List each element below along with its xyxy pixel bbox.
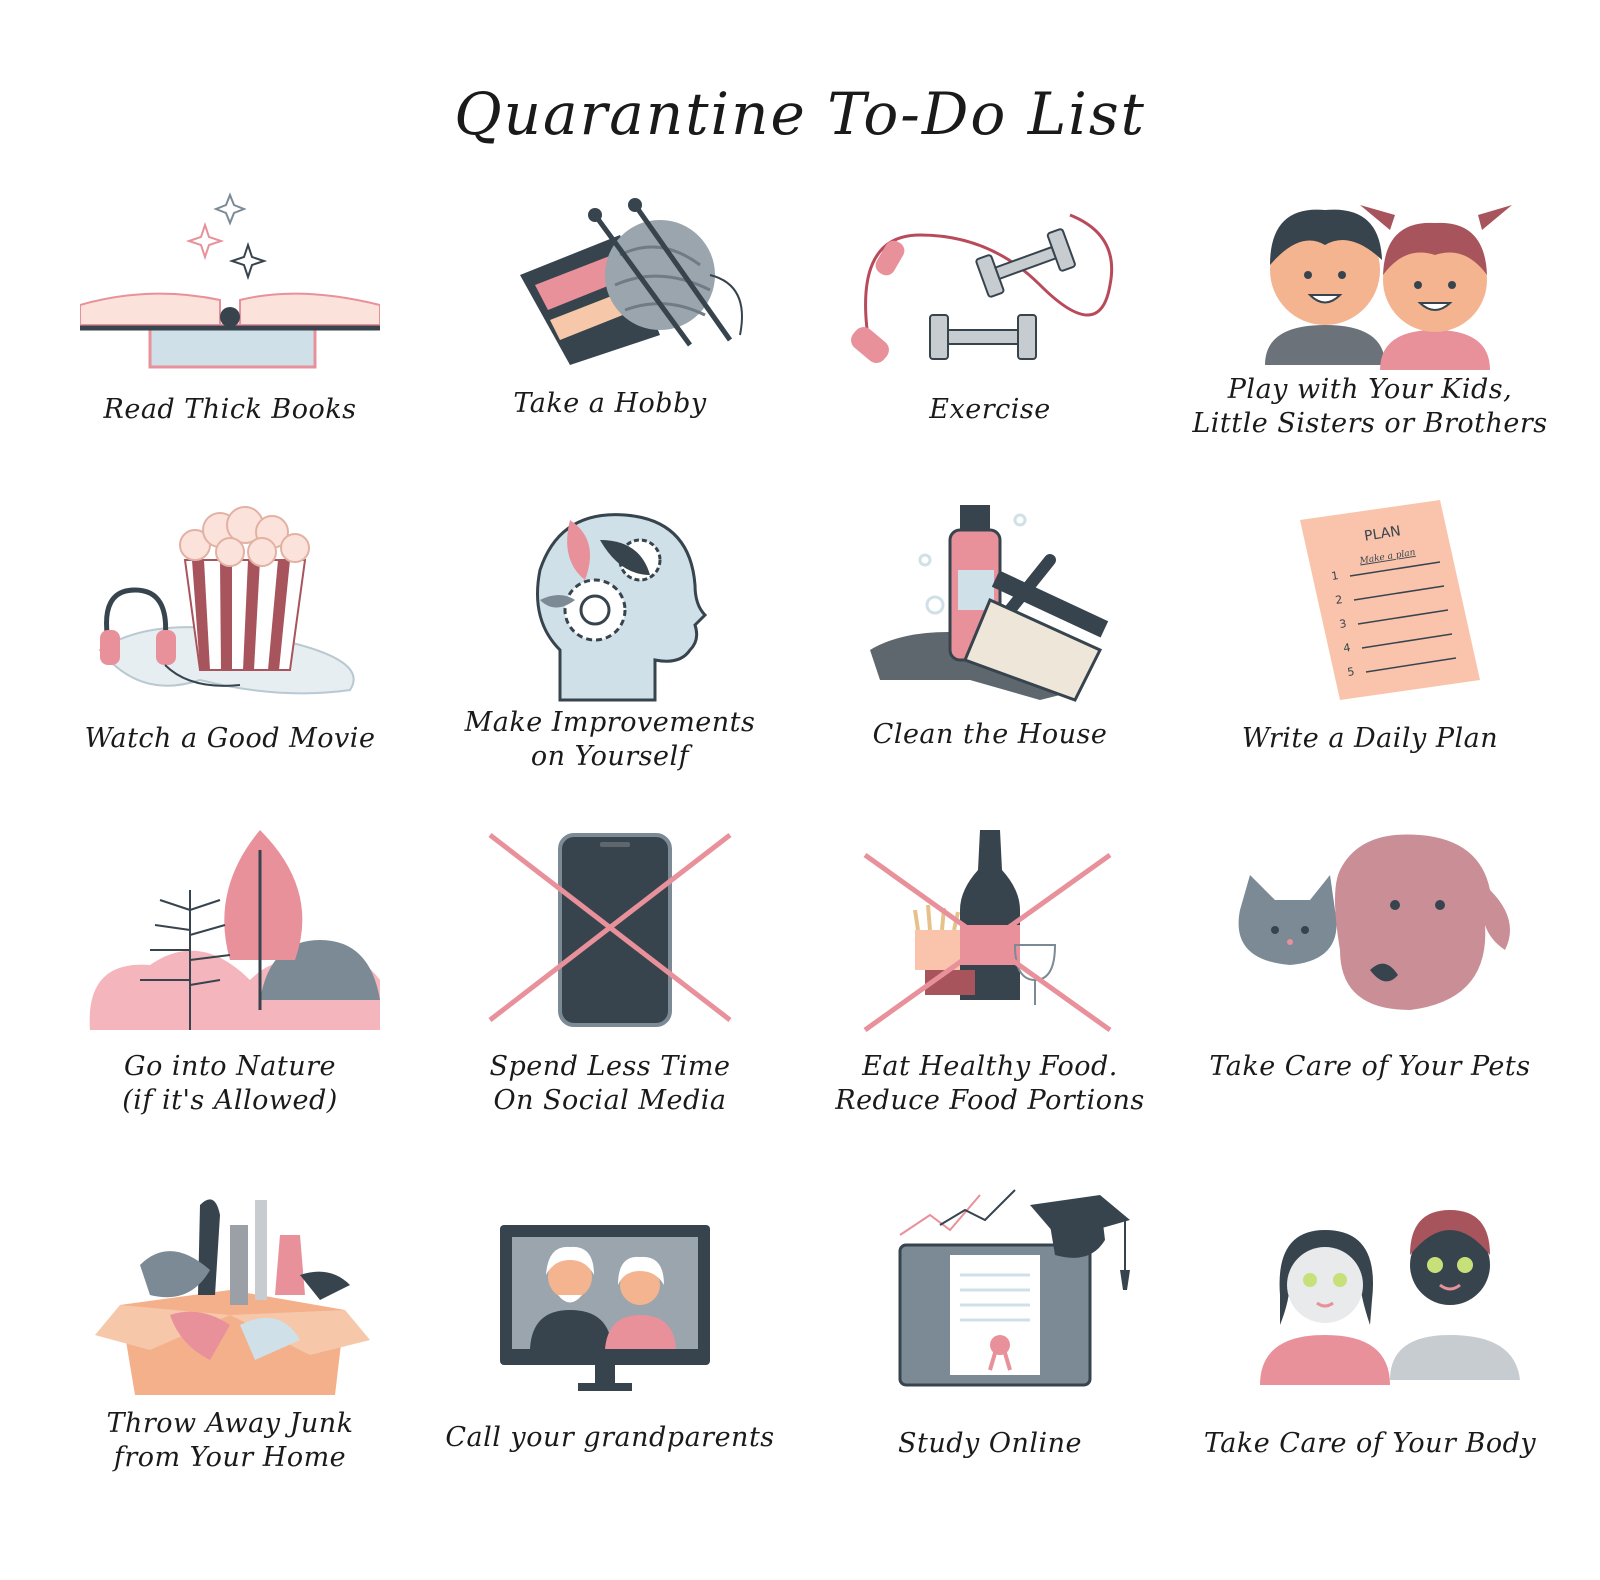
todo-grid: Read Thick Books Take a Hobby [40, 175, 1560, 1505]
todo-item: Clean the House [800, 500, 1180, 832]
todo-label: Read Thick Books [103, 394, 357, 425]
pets-icon [1238, 834, 1510, 1010]
todo-label: Make Improvements on Yourself [464, 707, 756, 772]
todo-label: Go into Nature (if it's Allowed) [122, 1051, 338, 1116]
todo-item: PLAN Make a plan 1 2 3 4 5 Write a Daily… [1180, 500, 1560, 832]
todo-item: Spend Less Time On Social Media [420, 830, 800, 1162]
todo-item: Take a Hobby [420, 175, 800, 507]
todo-item: Exercise [800, 175, 1180, 507]
todo-label: Eat Healthy Food. Reduce Food Portions [835, 1051, 1145, 1116]
todo-label: Study Online [897, 1428, 1083, 1459]
junk-box-icon [95, 1199, 370, 1395]
todo-label: Watch a Good Movie [84, 723, 376, 754]
video-call-icon [500, 1225, 710, 1391]
todo-item: Eat Healthy Food. Reduce Food Portions [800, 830, 1180, 1162]
todo-label: Take Care of Your Body [1203, 1428, 1537, 1459]
todo-label: Call your grandparents [445, 1422, 775, 1453]
popcorn-icon [98, 506, 355, 695]
todo-item: Read Thick Books [40, 175, 420, 507]
todo-item: Make Improvements on Yourself [420, 500, 800, 832]
page-title: Quarantine To-Do List [454, 80, 1146, 148]
todo-label: Clean the House [872, 719, 1108, 750]
plan-number: 1 [1330, 569, 1339, 583]
todo-item: Study Online [800, 1185, 1180, 1517]
todo-label: Throw Away Junk from Your Home [106, 1408, 354, 1473]
todo-item: Go into Nature (if it's Allowed) [40, 830, 420, 1162]
plan-icon: PLAN Make a plan 1 2 3 4 5 [1300, 500, 1480, 700]
todo-item: Watch a Good Movie [40, 500, 420, 832]
todo-label: Write a Daily Plan [1241, 723, 1499, 754]
head-gears-icon [536, 513, 708, 702]
knitting-icon [520, 198, 743, 365]
todo-item: Throw Away Junk from Your Home [40, 1185, 420, 1517]
no-phone-icon [488, 833, 732, 1027]
todo-item: Take Care of Your Pets [1180, 830, 1560, 1162]
face-mask-icon [1260, 1210, 1520, 1385]
book-icon [80, 192, 380, 369]
todo-item: Play with Your Kids, Little Sisters or B… [1180, 175, 1560, 507]
study-online-icon [898, 1189, 1130, 1387]
todo-label: Exercise [929, 394, 1051, 425]
todo-label: Take Care of Your Pets [1209, 1051, 1531, 1082]
plan-number: 2 [1334, 593, 1343, 607]
cleaning-icon [870, 505, 1109, 702]
no-junk-food-icon [863, 830, 1112, 1033]
kids-icon [1265, 205, 1512, 370]
plan-heading: PLAN [1363, 523, 1402, 545]
todo-label: Play with Your Kids, Little Sisters or B… [1192, 374, 1548, 439]
todo-item: Take Care of Your Body [1180, 1185, 1560, 1517]
todo-item: Call your grandparents [420, 1185, 800, 1517]
dumbbell-icon [851, 213, 1114, 363]
nature-icon [89, 830, 380, 1030]
plan-number: 5 [1346, 665, 1355, 679]
todo-label: Take a Hobby [513, 388, 707, 419]
plan-number: 4 [1342, 641, 1351, 655]
todo-label: Spend Less Time On Social Media [489, 1051, 731, 1116]
plan-number: 3 [1338, 617, 1347, 631]
